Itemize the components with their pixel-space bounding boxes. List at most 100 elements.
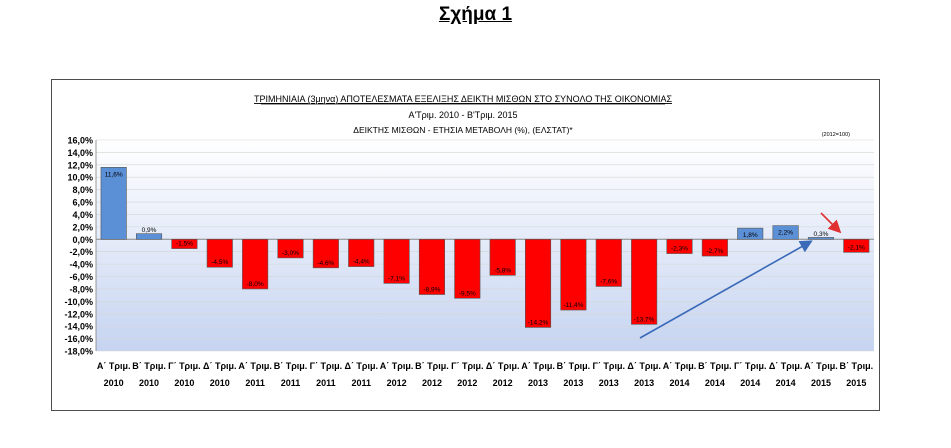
x-tick-year: 2010	[139, 378, 159, 388]
grid-lines	[95, 139, 874, 352]
x-tick-year: 2012	[422, 378, 442, 388]
x-tick-year: 2013	[563, 378, 583, 388]
bar	[737, 227, 764, 240]
chart-subtitle2: ΔΕΙΚΤΗΣ ΜΙΣΘΩΝ - ΕΤΗΣΙΑ ΜΕΤΑΒΟΛΗ (%), (Ε…	[353, 125, 573, 135]
value-label: -5,8%	[494, 267, 511, 274]
y-tick-label: 10,0%	[67, 173, 93, 183]
y-tick-label: -12,0%	[64, 309, 93, 319]
x-tick-label: Β΄ Τριμ.	[557, 361, 591, 371]
value-label: 0,9%	[142, 227, 157, 234]
y-tick-label: 14,0%	[67, 148, 93, 158]
y-tick-label: -10,0%	[64, 297, 93, 307]
value-label: -7,6%	[600, 278, 617, 285]
x-tick-label: Α΄ Τριμ.	[804, 361, 838, 371]
bar	[171, 238, 198, 249]
value-label: -4,5%	[211, 259, 228, 266]
y-tick-label: -18,0%	[64, 347, 93, 357]
value-label: -2,3%	[671, 246, 688, 253]
x-tick-year: 2014	[740, 378, 760, 388]
x-tick-label: Β΄ Τριμ.	[132, 361, 166, 371]
bar	[560, 238, 587, 311]
bar	[666, 238, 693, 254]
bar	[525, 238, 552, 328]
x-tick-year: 2014	[705, 378, 725, 388]
value-label: -14,2%	[528, 319, 549, 326]
value-label: -2,7%	[706, 248, 723, 255]
value-label: 11,6%	[105, 171, 123, 178]
bar	[418, 238, 445, 295]
x-tick-year: 2010	[210, 378, 230, 388]
chart-title: ΤΡΙΜΗΝΙΑΙΑ (3μηνα) ΑΠΟΤΕΛΕΣΜΑΤΑ ΕΞΕΛΙΞΗΣ…	[254, 94, 672, 104]
x-tick-year: 2013	[634, 378, 654, 388]
x-tick-label: Δ΄ Τριμ.	[203, 361, 237, 371]
bar	[242, 238, 269, 290]
x-tick-year: 2011	[316, 378, 336, 388]
value-labels: 11,6% 0,9% -1,5% -4,5% -8,0% -3,0% -4,6% -4,4% -…	[105, 171, 865, 326]
x-tick-year: 2015	[811, 378, 831, 388]
y-tick-label: -8,0%	[69, 284, 93, 294]
x-tick-label: Γ΄ Τριμ.	[310, 361, 342, 371]
bar	[277, 238, 304, 259]
x-tick-label: Β΄ Τριμ.	[274, 361, 308, 371]
x-tick-year: 2011	[351, 378, 371, 388]
trend-arrow	[639, 240, 813, 339]
x-tick-year: 2012	[493, 378, 513, 388]
y-tick-label: 8,0%	[72, 185, 93, 195]
value-label: 2,2%	[778, 230, 793, 237]
x-tick-label: Β΄ Τριμ.	[415, 361, 449, 371]
x-tick-year: 2010	[104, 378, 124, 388]
bars	[100, 167, 870, 328]
chart-subtitle: Α'Τριμ. 2010 - Β'Τριμ. 2015	[408, 110, 517, 120]
bar	[383, 238, 410, 284]
x-tick-label: Δ΄ Τριμ.	[627, 361, 661, 371]
x-tick-label: Α΄ Τριμ.	[380, 361, 414, 371]
x-tick-year: 2013	[599, 378, 619, 388]
y-tick-label: -4,0%	[69, 260, 93, 270]
y-tick-label: -6,0%	[69, 272, 93, 282]
chart-frame: ΤΡΙΜΗΝΙΑΙΑ (3μηνα) ΑΠΟΤΕΛΕΣΜΑΤΑ ΕΞΕΛΙΞΗΣ…	[51, 79, 880, 411]
value-label: -2,1%	[848, 244, 865, 251]
x-tick-label: Γ΄ Τριμ.	[734, 361, 766, 371]
y-tick-label: 6,0%	[72, 198, 93, 208]
x-tick-year: 2012	[387, 378, 407, 388]
x-tick-label: Α΄ Τριμ.	[97, 361, 131, 371]
y-tick-label: -2,0%	[69, 247, 93, 257]
red-arrow	[820, 212, 842, 234]
value-label: -3,0%	[282, 250, 299, 257]
x-tick-year: 2014	[669, 378, 689, 388]
x-tick-year: 2014	[776, 378, 796, 388]
y-tick-label: 4,0%	[72, 210, 93, 220]
value-label: -9,5%	[459, 290, 476, 297]
x-tick-label: Δ΄ Τριμ.	[769, 361, 803, 371]
bar	[136, 233, 163, 240]
x-tick-year: 2012	[457, 378, 477, 388]
x-tick-label: Β΄ Τριμ.	[698, 361, 732, 371]
bar	[595, 238, 622, 287]
bar	[454, 238, 481, 299]
y-axis-ticks: 16,0% 14,0% 12,0% 10,0% 8,0% 6,0% 4,0% 2,0% 0,0%…	[64, 136, 93, 357]
value-label: -7,1%	[388, 275, 405, 282]
y-tick-label: 2,0%	[72, 222, 93, 232]
bar	[807, 237, 834, 240]
bar	[631, 238, 658, 325]
bar	[843, 238, 870, 253]
figure-title: Σχήμα 1	[438, 4, 513, 25]
bar	[100, 167, 127, 240]
x-tick-label: Γ΄ Τριμ.	[451, 361, 483, 371]
x-tick-label: Α΄ Τριμ.	[663, 361, 697, 371]
bar	[701, 238, 728, 257]
bar	[206, 238, 233, 268]
value-label: 0,3%	[814, 231, 829, 238]
y-tick-label: 0,0%	[72, 235, 93, 245]
x-tick-label: Α΄ Τριμ.	[521, 361, 555, 371]
base-note: (2012=100)	[822, 132, 850, 138]
x-tick-year: 2010	[174, 378, 194, 388]
value-label: -11,4%	[563, 302, 583, 309]
bar	[312, 238, 339, 269]
value-label: -13,7%	[634, 316, 655, 323]
y-tick-label: -14,0%	[64, 322, 93, 332]
x-tick-label: Β΄ Τριμ.	[840, 361, 874, 371]
value-label: -1,5%	[176, 241, 193, 248]
value-label: -4,4%	[353, 259, 370, 266]
bar	[489, 238, 516, 276]
